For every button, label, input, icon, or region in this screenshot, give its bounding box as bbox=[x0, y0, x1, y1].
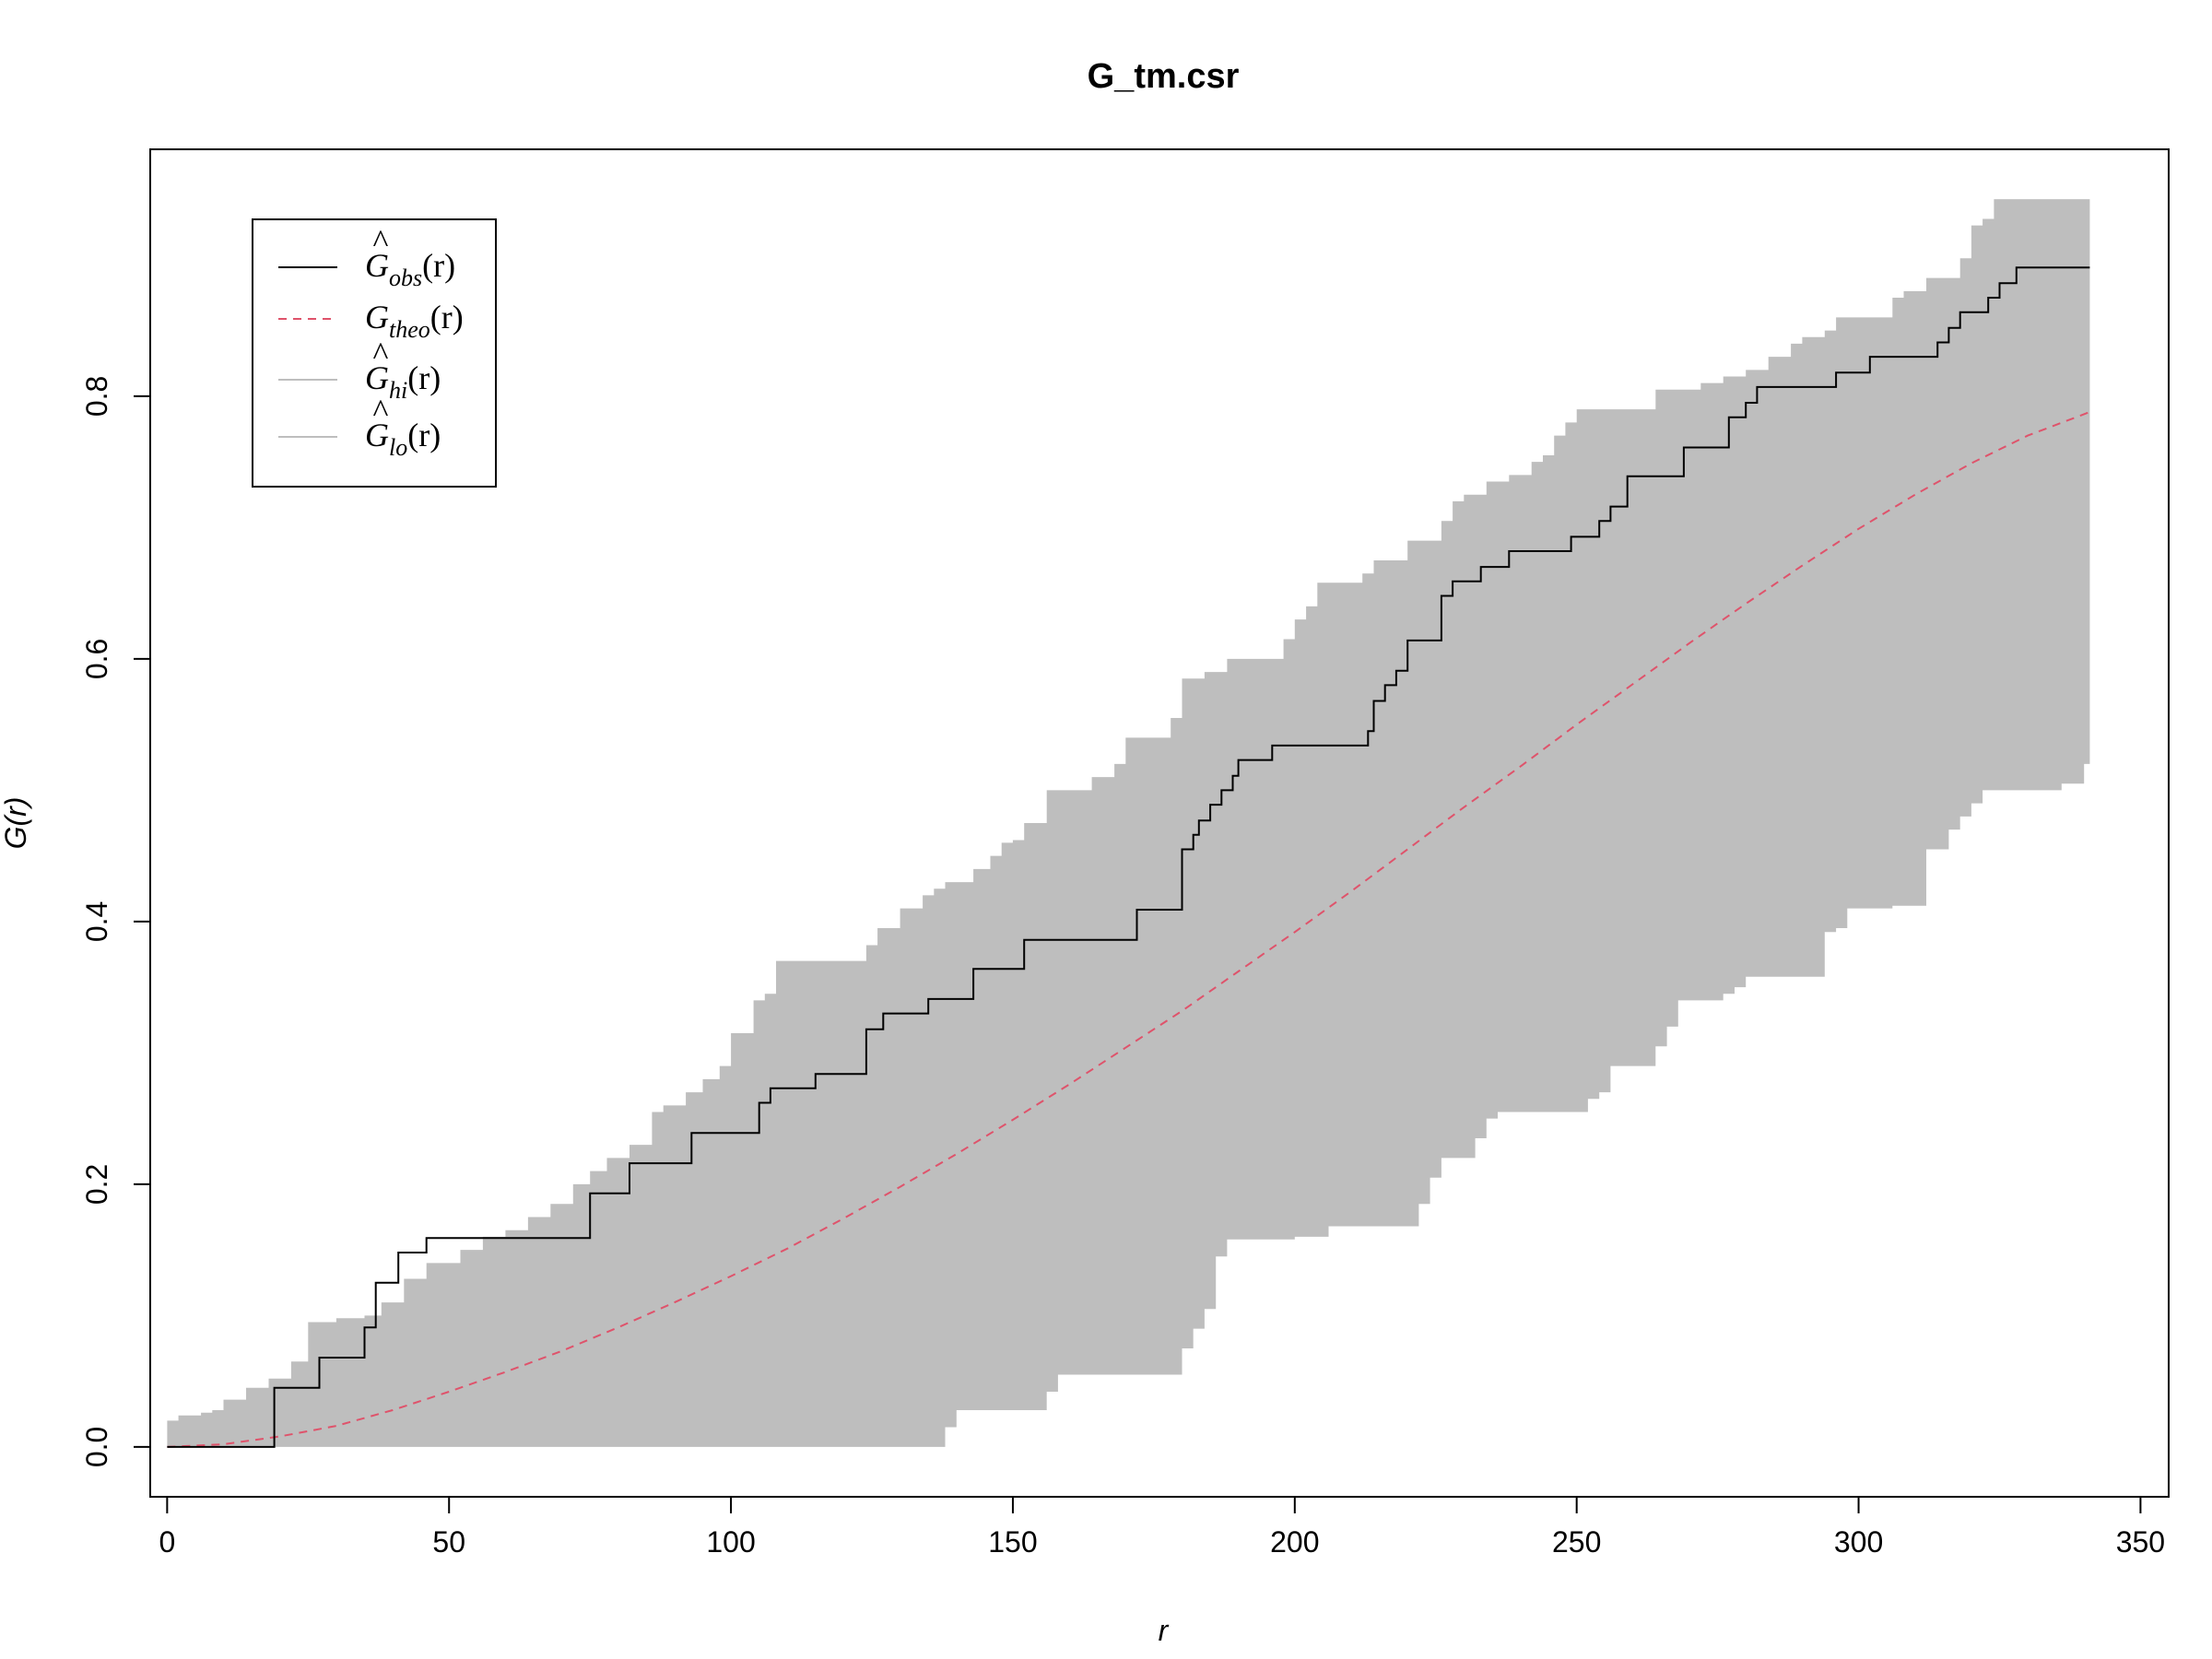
theo-line-layer bbox=[167, 411, 2090, 1448]
legend-hat: ^ bbox=[373, 223, 389, 260]
theo-line bbox=[167, 411, 2090, 1448]
legend-hat: ^ bbox=[373, 335, 389, 372]
chart-title: G_tm.csr bbox=[1088, 57, 1240, 96]
legend-label: Ghi(r) bbox=[365, 359, 441, 404]
legend-item-lo: Glo(r)^ bbox=[278, 393, 441, 461]
legend-label: Glo(r) bbox=[365, 417, 441, 461]
x-tick-label: 50 bbox=[432, 1525, 465, 1559]
y-tick-label: 0.8 bbox=[80, 376, 113, 417]
x-tick-label: 100 bbox=[706, 1525, 755, 1559]
y-axis-label: G(r) bbox=[0, 797, 32, 850]
legend-item-hi: Ghi(r)^ bbox=[278, 335, 441, 404]
x-tick-label: 150 bbox=[988, 1525, 1037, 1559]
y-tick-label: 0.6 bbox=[80, 639, 113, 679]
y-tick-label: 0.2 bbox=[80, 1164, 113, 1205]
y-axis: 0.0 0.2 0.4 0.6 0.8 bbox=[80, 376, 151, 1467]
x-tick-label: 250 bbox=[1552, 1525, 1601, 1559]
envelope-layer bbox=[167, 199, 2090, 1447]
y-tick-label: 0.0 bbox=[80, 1427, 113, 1467]
legend: Gobs(r)^Gtheo(r)Ghi(r)^Glo(r)^ bbox=[252, 218, 497, 488]
x-axis-label: r bbox=[1159, 1614, 1170, 1647]
x-tick-label: 200 bbox=[1270, 1525, 1319, 1559]
envelope-band bbox=[167, 199, 2090, 1447]
x-tick-label: 300 bbox=[1834, 1525, 1883, 1559]
legend-item-obs: Gobs(r)^ bbox=[278, 223, 455, 291]
legend-label: Gtheo(r) bbox=[365, 299, 464, 343]
x-tick-label: 350 bbox=[2116, 1525, 2165, 1559]
obs-line-layer bbox=[167, 266, 2090, 1448]
x-axis: 0 50 100 150 200 250 300 350 bbox=[159, 1496, 2165, 1559]
legend-label: Gobs(r) bbox=[365, 247, 455, 291]
obs-line bbox=[167, 266, 2090, 1448]
x-tick-label: 0 bbox=[159, 1525, 175, 1559]
legend-box bbox=[252, 218, 497, 488]
legend-hat: ^ bbox=[373, 393, 389, 429]
y-tick-label: 0.4 bbox=[80, 901, 113, 942]
legend-item-theo: Gtheo(r) bbox=[278, 299, 464, 343]
